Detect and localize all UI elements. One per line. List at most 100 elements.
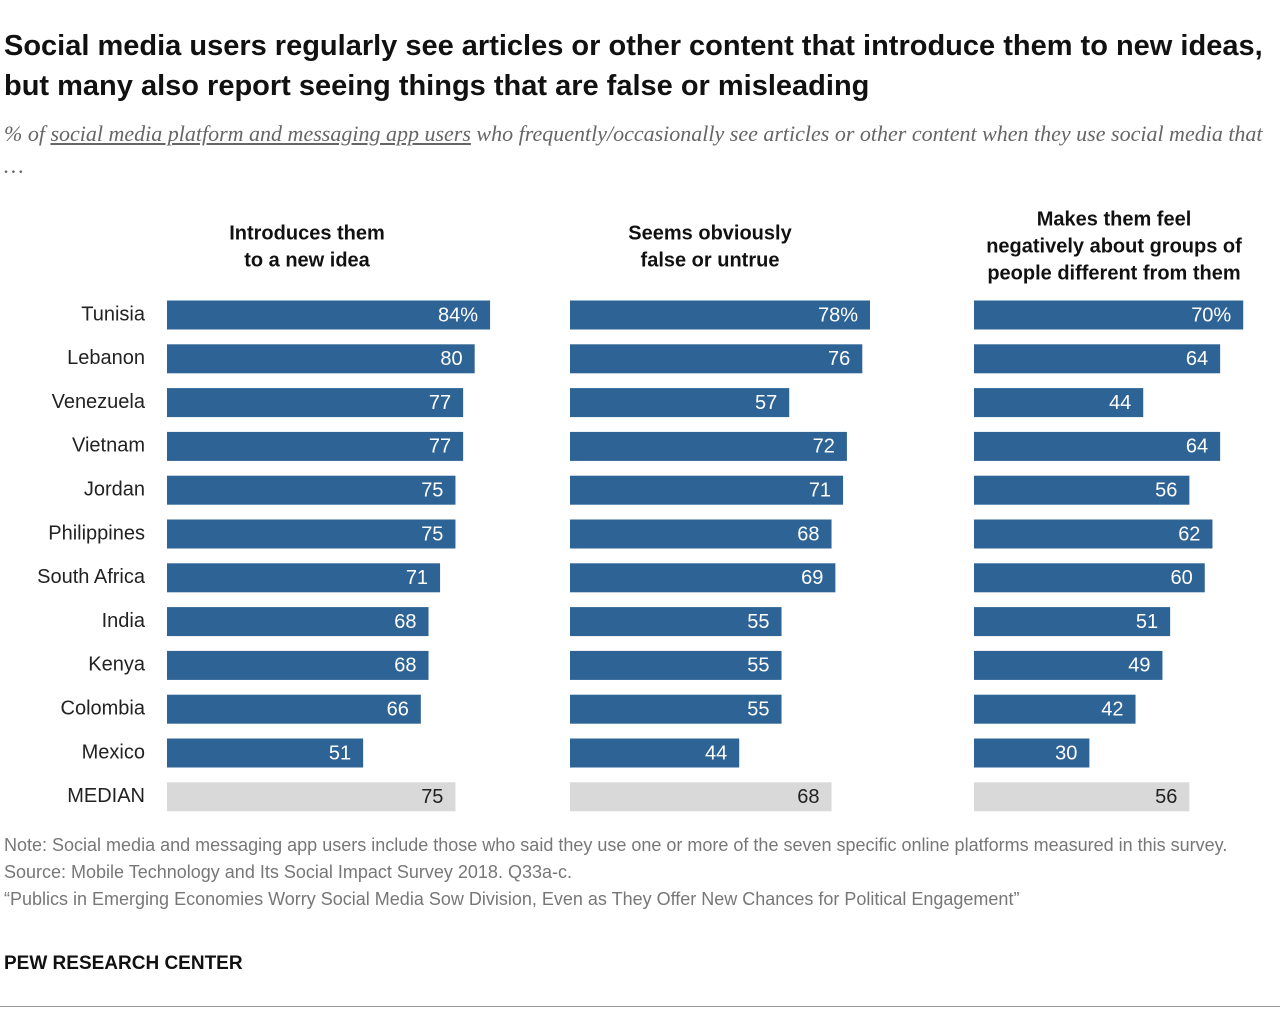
bar <box>167 694 421 724</box>
value-label: 75 <box>421 523 443 545</box>
bar <box>570 300 870 330</box>
bar <box>974 519 1213 549</box>
value-label: 75 <box>421 786 443 808</box>
bar <box>974 300 1244 330</box>
row-label: Jordan <box>84 478 145 500</box>
value-label: 68 <box>394 611 416 633</box>
value-label: 56 <box>1155 479 1177 501</box>
notes: Note: Social media and messaging app use… <box>4 832 1279 913</box>
bar <box>570 475 844 505</box>
bar <box>974 694 1136 724</box>
value-label: 44 <box>1109 392 1131 414</box>
value-label: 55 <box>747 611 769 633</box>
row-label: Philippines <box>48 522 145 544</box>
bar <box>570 431 847 461</box>
chart: Tunisia Lebanon Venezuela Vietnam Jordan Phil… <box>37 208 1244 812</box>
panel-title: Makes them feel <box>1037 208 1192 230</box>
subtitle-text: % of <box>4 121 51 146</box>
subtitle-text: who frequently/occasionally see articles… <box>4 121 1263 178</box>
bar <box>974 475 1190 505</box>
bar <box>974 431 1221 461</box>
value-label: 60 <box>1171 567 1193 589</box>
bar <box>167 738 364 768</box>
value-label: 72 <box>813 436 835 458</box>
value-label: 56 <box>1155 786 1177 808</box>
bar <box>167 519 456 549</box>
value-label: 51 <box>1136 611 1158 633</box>
report-title: “Publics in Emerging Economies Worry Soc… <box>4 889 1020 909</box>
bar <box>974 607 1171 637</box>
value-label: 77 <box>429 436 451 458</box>
bar <box>167 563 441 593</box>
value-label: 55 <box>747 655 769 677</box>
value-label: 78% <box>818 304 858 326</box>
bar <box>974 738 1090 768</box>
value-label: 55 <box>747 698 769 720</box>
value-label: 68 <box>797 523 819 545</box>
bar <box>570 650 782 680</box>
bar <box>570 519 832 549</box>
value-label: 51 <box>329 742 351 764</box>
value-label: 68 <box>797 786 819 808</box>
panel-title: Seems obviously <box>628 222 792 244</box>
note: Note: Social media and messaging app use… <box>4 835 1228 855</box>
subtitle-link: social media platform and messaging app … <box>50 121 471 146</box>
bar <box>974 650 1163 680</box>
value-label: 71 <box>406 567 428 589</box>
value-label: 64 <box>1186 348 1208 370</box>
value-label: 66 <box>387 698 409 720</box>
row-label: Mexico <box>82 741 145 763</box>
panel-title: negatively about groups of <box>986 235 1242 257</box>
source: Source: Mobile Technology and Its Social… <box>4 862 572 882</box>
bar <box>570 563 836 593</box>
bar <box>974 344 1221 374</box>
title: Social media users regularly see article… <box>4 30 1263 102</box>
bar <box>570 738 740 768</box>
bar <box>570 694 782 724</box>
row-label: MEDIAN <box>67 785 145 807</box>
bar <box>570 344 863 374</box>
branding: PEW RESEARCH CENTER <box>4 953 243 974</box>
value-label: 80 <box>440 348 462 370</box>
value-label: 62 <box>1178 523 1200 545</box>
row-label: South Africa <box>37 566 146 588</box>
value-label: 69 <box>801 567 823 589</box>
bar <box>167 475 456 505</box>
value-label: 75 <box>421 479 443 501</box>
value-label: 49 <box>1128 655 1150 677</box>
value-label: 70% <box>1191 304 1231 326</box>
bar <box>974 782 1190 812</box>
row-label: Lebanon <box>67 347 145 369</box>
panel-title: Introduces them <box>229 222 385 244</box>
value-label: 57 <box>755 392 777 414</box>
bar <box>167 782 456 812</box>
value-label: 76 <box>828 348 850 370</box>
panel-title: false or untrue <box>641 249 780 271</box>
bar <box>974 388 1144 418</box>
bar <box>167 344 475 374</box>
row-label: Kenya <box>88 654 146 676</box>
subtitle: % of social media platform and messaging… <box>4 118 1264 182</box>
panel-title: to a new idea <box>244 249 370 271</box>
bar <box>167 650 429 680</box>
bar <box>570 607 782 637</box>
rule <box>0 1006 1280 1007</box>
value-label: 77 <box>429 392 451 414</box>
row-label: Venezuela <box>52 391 146 413</box>
row-label: India <box>102 610 146 632</box>
value-label: 42 <box>1101 698 1123 720</box>
bar <box>570 388 790 418</box>
bar <box>570 782 832 812</box>
value-label: 44 <box>705 742 727 764</box>
row-label: Vietnam <box>72 435 145 457</box>
bar <box>974 563 1205 593</box>
value-label: 30 <box>1055 742 1077 764</box>
value-label: 84% <box>438 304 478 326</box>
value-label: 68 <box>394 655 416 677</box>
value-label: 71 <box>809 479 831 501</box>
row-label: Colombia <box>61 697 146 719</box>
value-label: 64 <box>1186 436 1208 458</box>
panel-title: people different from them <box>987 262 1240 284</box>
bar <box>167 388 464 418</box>
